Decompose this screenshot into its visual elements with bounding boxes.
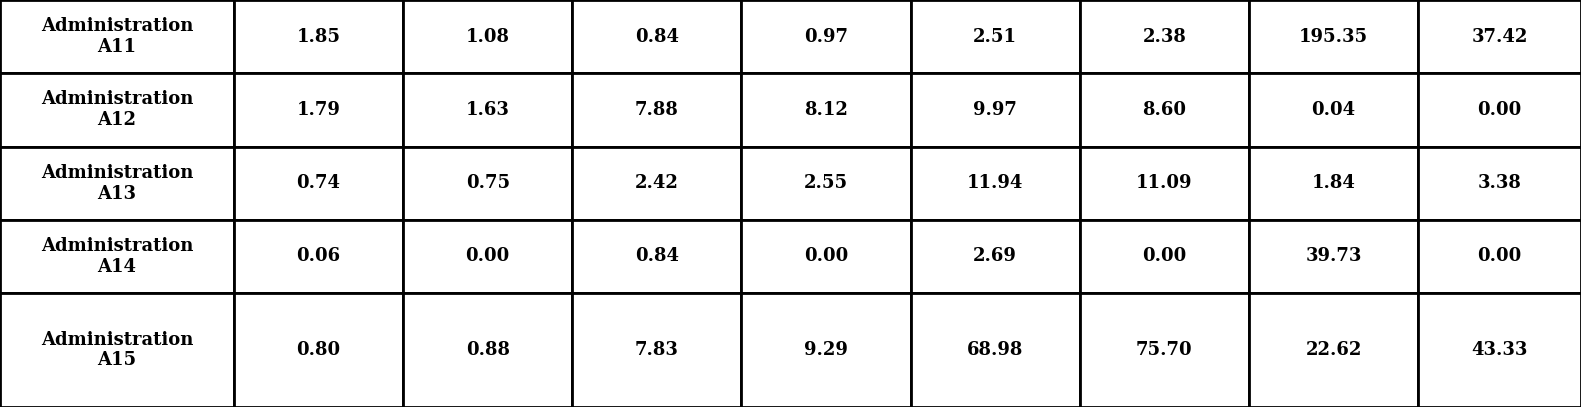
Text: 0.84: 0.84 <box>636 28 678 46</box>
Text: 8.12: 8.12 <box>805 101 847 119</box>
Text: 68.98: 68.98 <box>968 341 1023 359</box>
Text: 7.83: 7.83 <box>636 341 678 359</box>
Bar <box>1080 220 1249 293</box>
Text: 0.88: 0.88 <box>466 341 509 359</box>
Text: 1.63: 1.63 <box>466 101 509 119</box>
Text: 1.85: 1.85 <box>297 28 340 46</box>
Bar <box>1418 220 1581 293</box>
Text: 0.00: 0.00 <box>1478 101 1521 119</box>
Bar <box>403 220 572 293</box>
Bar <box>403 293 572 407</box>
Text: 0.00: 0.00 <box>1478 247 1521 265</box>
Bar <box>403 73 572 147</box>
Bar <box>911 293 1080 407</box>
Text: Administration
A11: Administration A11 <box>41 17 193 56</box>
Bar <box>911 147 1080 220</box>
Text: 22.62: 22.62 <box>1306 341 1361 359</box>
Bar <box>572 220 741 293</box>
Bar <box>1080 293 1249 407</box>
Bar <box>1249 293 1418 407</box>
Bar <box>1418 73 1581 147</box>
Bar <box>741 0 911 73</box>
Bar <box>0 220 234 293</box>
Text: 39.73: 39.73 <box>1306 247 1361 265</box>
Text: Administration
A14: Administration A14 <box>41 237 193 276</box>
Bar <box>572 73 741 147</box>
Bar <box>403 0 572 73</box>
Bar <box>1249 0 1418 73</box>
Bar <box>234 220 403 293</box>
Bar <box>1418 0 1581 73</box>
Text: 1.84: 1.84 <box>1312 174 1355 192</box>
Bar <box>234 293 403 407</box>
Text: 0.00: 0.00 <box>466 247 509 265</box>
Bar <box>1080 0 1249 73</box>
Bar <box>1249 220 1418 293</box>
Text: 1.79: 1.79 <box>297 101 340 119</box>
Bar <box>741 220 911 293</box>
Bar <box>572 293 741 407</box>
Text: 195.35: 195.35 <box>1300 28 1368 46</box>
Bar <box>572 0 741 73</box>
Text: 0.74: 0.74 <box>297 174 340 192</box>
Text: 11.09: 11.09 <box>1137 174 1192 192</box>
Bar <box>234 0 403 73</box>
Bar <box>1418 147 1581 220</box>
Bar <box>1080 73 1249 147</box>
Bar <box>1080 147 1249 220</box>
Text: 0.80: 0.80 <box>297 341 340 359</box>
Text: Administration
A12: Administration A12 <box>41 90 193 129</box>
Bar <box>911 0 1080 73</box>
Text: 75.70: 75.70 <box>1137 341 1192 359</box>
Bar <box>911 220 1080 293</box>
Text: 43.33: 43.33 <box>1472 341 1527 359</box>
Text: 0.00: 0.00 <box>1143 247 1186 265</box>
Text: 9.29: 9.29 <box>805 341 847 359</box>
Text: 0.84: 0.84 <box>636 247 678 265</box>
Text: Administration
A13: Administration A13 <box>41 164 193 203</box>
Bar <box>0 73 234 147</box>
Bar <box>0 0 234 73</box>
Text: Administration
A15: Administration A15 <box>41 330 193 370</box>
Bar <box>1249 147 1418 220</box>
Text: 7.88: 7.88 <box>636 101 678 119</box>
Text: 0.97: 0.97 <box>805 28 847 46</box>
Text: 8.60: 8.60 <box>1143 101 1186 119</box>
Text: 9.97: 9.97 <box>974 101 1017 119</box>
Bar <box>741 293 911 407</box>
Text: 2.69: 2.69 <box>974 247 1017 265</box>
Bar <box>0 147 234 220</box>
Text: 37.42: 37.42 <box>1472 28 1527 46</box>
Text: 0.00: 0.00 <box>805 247 847 265</box>
Bar <box>0 293 234 407</box>
Text: 0.75: 0.75 <box>466 174 509 192</box>
Bar <box>741 73 911 147</box>
Text: 0.04: 0.04 <box>1312 101 1355 119</box>
Bar <box>911 73 1080 147</box>
Bar <box>234 73 403 147</box>
Text: 1.08: 1.08 <box>466 28 509 46</box>
Text: 2.51: 2.51 <box>974 28 1017 46</box>
Text: 0.06: 0.06 <box>297 247 340 265</box>
Bar <box>403 147 572 220</box>
Text: 2.55: 2.55 <box>805 174 847 192</box>
Text: 3.38: 3.38 <box>1478 174 1521 192</box>
Text: 11.94: 11.94 <box>968 174 1023 192</box>
Text: 2.42: 2.42 <box>636 174 678 192</box>
Bar <box>234 147 403 220</box>
Bar <box>1249 73 1418 147</box>
Bar <box>572 147 741 220</box>
Text: 2.38: 2.38 <box>1143 28 1186 46</box>
Bar <box>1418 293 1581 407</box>
Bar <box>741 147 911 220</box>
